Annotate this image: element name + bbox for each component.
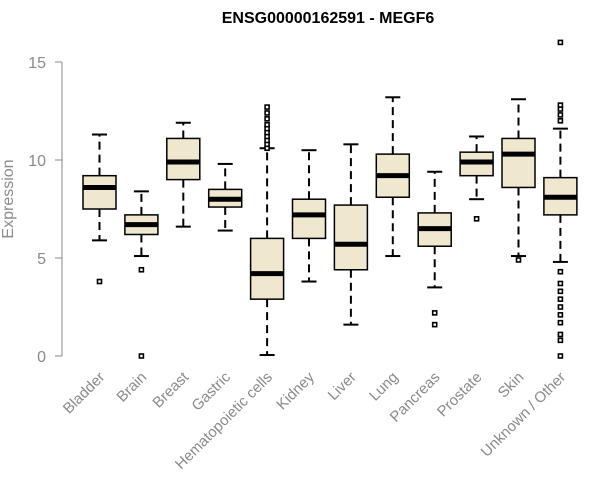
outlier-point bbox=[557, 112, 564, 118]
y-tick-label: 0 bbox=[37, 349, 46, 366]
box-breast bbox=[166, 121, 201, 228]
outlier-point bbox=[431, 321, 438, 328]
outlier-point bbox=[557, 288, 564, 295]
iqr-box bbox=[333, 204, 369, 271]
box-brain bbox=[124, 190, 159, 359]
chart-title: ENSG00000162591 - MEGF6 bbox=[222, 10, 435, 27]
outlier-point bbox=[557, 280, 564, 287]
outlier-point bbox=[138, 353, 145, 359]
outlier-point bbox=[473, 216, 480, 222]
outlier-point bbox=[557, 304, 564, 310]
box-gastric bbox=[207, 162, 243, 232]
box-hematopoietic-cells bbox=[249, 104, 285, 357]
outlier-point bbox=[557, 312, 564, 318]
y-tick-label: 15 bbox=[28, 55, 46, 72]
box-prostate bbox=[459, 135, 494, 222]
boxes-group bbox=[82, 39, 578, 359]
y-axis-ticks: 0 5 10 15 bbox=[28, 55, 62, 366]
outlier-point bbox=[264, 121, 270, 128]
outlier-point bbox=[557, 39, 564, 46]
iqr-box bbox=[82, 174, 117, 210]
box-skin bbox=[501, 98, 536, 263]
outlier-point bbox=[264, 110, 270, 116]
outlier-point bbox=[138, 266, 145, 273]
category-label: Skin bbox=[495, 369, 528, 402]
box-kidney bbox=[291, 149, 327, 283]
box-bladder bbox=[82, 133, 117, 285]
category-label: Prostate bbox=[434, 369, 486, 421]
category-label: Bladder bbox=[60, 369, 109, 418]
outlier-point bbox=[557, 337, 564, 344]
outlier-point bbox=[431, 310, 438, 316]
category-label: Liver bbox=[325, 369, 360, 404]
category-label: Kidney bbox=[273, 368, 318, 413]
outlier-point bbox=[557, 268, 564, 275]
outlier-point bbox=[557, 319, 564, 326]
category-label: Breast bbox=[149, 368, 192, 411]
y-tick-label: 10 bbox=[28, 153, 46, 170]
box-lung bbox=[375, 96, 411, 258]
iqr-box bbox=[249, 237, 285, 300]
category-label: Brain bbox=[113, 369, 150, 406]
category-label: Lung bbox=[366, 369, 402, 405]
iqr-box bbox=[501, 137, 536, 189]
outlier-point bbox=[96, 278, 103, 285]
y-axis-label: Expression bbox=[0, 159, 17, 238]
outlier-point bbox=[557, 331, 564, 338]
box-unknown-other bbox=[543, 39, 578, 359]
outlier-point bbox=[557, 296, 564, 302]
outlier-point bbox=[557, 118, 564, 124]
iqr-box bbox=[166, 137, 201, 181]
outlier-point bbox=[264, 104, 270, 110]
outlier-point bbox=[557, 353, 564, 359]
outlier-point bbox=[557, 102, 564, 108]
box-liver bbox=[333, 143, 369, 326]
iqr-box bbox=[291, 198, 327, 240]
y-tick-label: 5 bbox=[37, 251, 46, 268]
outlier-point bbox=[515, 257, 522, 263]
outlier-point bbox=[264, 116, 270, 122]
box-pancreas bbox=[417, 170, 452, 328]
